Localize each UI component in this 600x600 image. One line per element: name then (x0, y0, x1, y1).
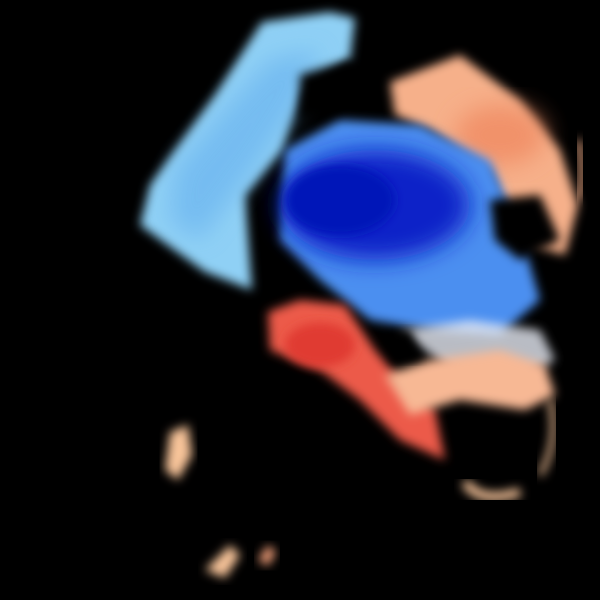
peach-echo (385, 350, 555, 415)
small-echo (165, 425, 192, 480)
red-core (285, 323, 355, 367)
small-echo (205, 545, 240, 578)
gap (490, 195, 560, 260)
arc-echo (537, 399, 556, 477)
deep-blue-core (285, 165, 395, 235)
sky-blue-echo (170, 50, 320, 240)
arc-echo (575, 139, 586, 201)
gap (385, 330, 420, 360)
orange-core (455, 105, 545, 165)
arc-echo (461, 479, 522, 502)
small-echo (258, 545, 276, 566)
gap (300, 60, 380, 120)
